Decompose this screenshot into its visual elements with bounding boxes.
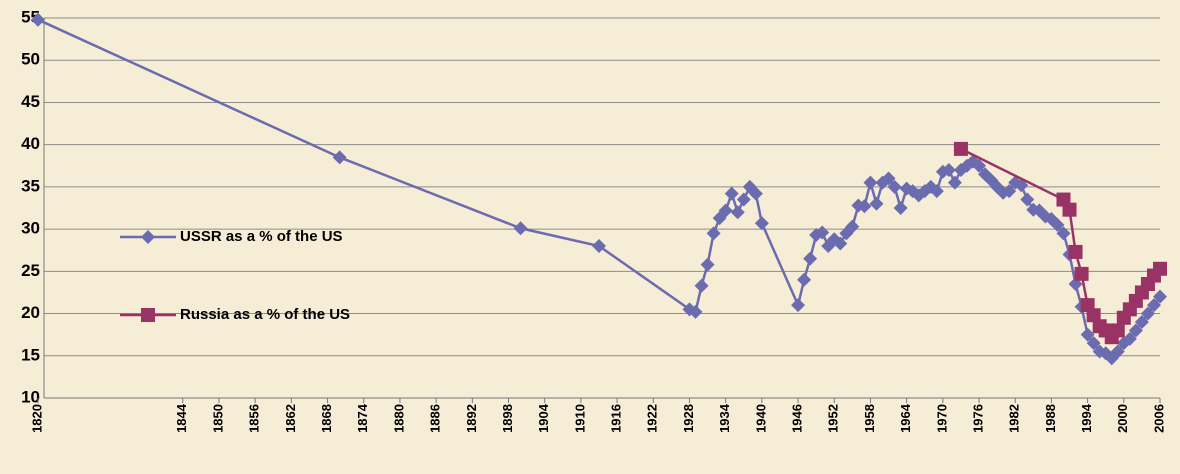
- x-tick-label: 1916: [609, 404, 624, 433]
- y-tick-label: 50: [21, 50, 40, 69]
- data-point: [1074, 266, 1089, 281]
- data-point: [31, 12, 45, 27]
- y-tick-label: 20: [21, 303, 40, 322]
- legend-marker: [141, 230, 155, 244]
- y-tick-label: 35: [21, 176, 40, 195]
- x-tick-label: 1904: [536, 403, 551, 433]
- data-point: [1110, 344, 1125, 359]
- data-point: [332, 150, 347, 165]
- data-point: [1153, 289, 1167, 304]
- x-tick-label: 1910: [572, 404, 587, 433]
- x-tick-label: 2006: [1151, 404, 1166, 433]
- x-tick-label: 1874: [355, 403, 370, 433]
- x-tick-label: 1844: [174, 403, 189, 433]
- data-point: [941, 163, 956, 177]
- x-tick-label: 1862: [283, 404, 298, 433]
- data-point: [953, 141, 968, 156]
- data-point: [833, 236, 848, 251]
- data-point: [592, 239, 606, 253]
- data-point: [1146, 298, 1161, 313]
- data-point: [857, 199, 872, 214]
- y-tick-label: 10: [21, 387, 40, 406]
- data-point: [754, 216, 769, 231]
- data-point: [869, 196, 884, 211]
- data-point: [1080, 327, 1095, 342]
- data-point: [1086, 336, 1101, 351]
- data-point: [791, 298, 806, 313]
- data-point: [1020, 192, 1035, 207]
- y-tick-label: 30: [21, 219, 40, 238]
- data-point: [1128, 323, 1143, 338]
- x-tick-label: 2000: [1115, 404, 1130, 433]
- data-point: [724, 186, 739, 201]
- y-tick-label: 25: [21, 261, 40, 280]
- data-point: [1122, 331, 1137, 346]
- y-tick-label: 15: [21, 345, 40, 364]
- x-tick-label: 1880: [391, 404, 406, 433]
- x-tick-label: 1886: [428, 404, 443, 433]
- data-point: [893, 201, 908, 215]
- data-point: [1153, 261, 1167, 276]
- data-point: [694, 278, 709, 293]
- data-point: [1062, 202, 1077, 217]
- x-tick-label: 1964: [898, 403, 913, 433]
- x-tick-label: 1946: [790, 404, 805, 433]
- x-tick-label: 1970: [934, 404, 949, 433]
- data-point: [1050, 217, 1065, 232]
- data-point: [706, 226, 721, 241]
- data-point: [881, 171, 896, 186]
- data-point: [947, 175, 962, 190]
- data-point: [748, 186, 763, 201]
- x-tick-label: 1976: [970, 404, 985, 433]
- data-point: [1056, 226, 1071, 241]
- data-point: [1068, 244, 1083, 259]
- data-point: [815, 225, 830, 240]
- y-tick-label: 40: [21, 134, 40, 153]
- data-point: [688, 304, 703, 319]
- x-tick-label: 1982: [1007, 404, 1022, 433]
- x-tick-label: 1820: [29, 404, 44, 433]
- x-tick-label: 1952: [826, 404, 841, 433]
- legend-label: USSR as a % of the US: [180, 228, 343, 245]
- data-point: [1140, 306, 1155, 321]
- y-tick-label: 45: [21, 92, 40, 111]
- data-point: [803, 251, 818, 266]
- x-tick-label: 1988: [1043, 404, 1058, 433]
- data-point: [718, 203, 733, 218]
- data-point: [513, 221, 528, 236]
- data-point: [700, 257, 715, 272]
- data-point: [730, 205, 745, 220]
- legend-label: Russia as a % of the US: [180, 306, 350, 323]
- data-point: [972, 158, 987, 173]
- legend-marker: [141, 308, 155, 322]
- data-point: [1110, 323, 1125, 338]
- data-point: [887, 179, 902, 194]
- x-tick-label: 1856: [247, 404, 262, 433]
- x-tick-label: 1934: [717, 403, 732, 433]
- x-tick-label: 1850: [210, 404, 225, 433]
- data-point: [1002, 184, 1017, 199]
- x-tick-label: 1892: [464, 404, 479, 433]
- data-point: [863, 175, 878, 190]
- data-point: [736, 192, 751, 207]
- x-tick-label: 1922: [645, 404, 660, 433]
- data-point: [1086, 308, 1101, 323]
- data-point: [845, 219, 860, 234]
- x-tick-label: 1868: [319, 404, 334, 433]
- data-point: [797, 272, 812, 287]
- data-point: [1134, 315, 1149, 329]
- x-tick-label: 1994: [1079, 403, 1094, 433]
- x-tick-label: 1898: [500, 404, 515, 433]
- x-tick-label: 1928: [681, 404, 696, 433]
- data-point: [929, 184, 944, 199]
- x-tick-label: 1940: [753, 404, 768, 433]
- x-tick-label: 1958: [862, 404, 877, 433]
